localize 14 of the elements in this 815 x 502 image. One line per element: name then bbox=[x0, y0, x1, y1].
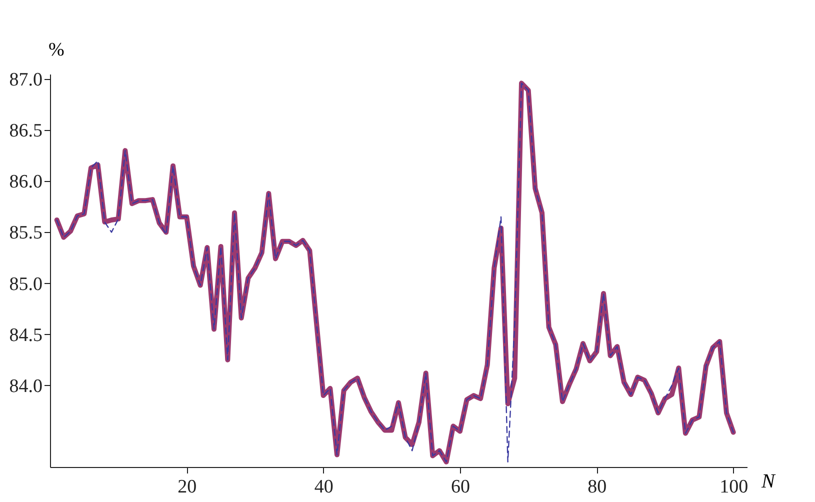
y-tick-label: 84.0 bbox=[9, 376, 42, 397]
x-axis-title: N bbox=[760, 470, 776, 492]
y-tick-label: 86.5 bbox=[9, 120, 42, 142]
x-tick-label: 80 bbox=[588, 476, 607, 498]
y-axis-title: % bbox=[48, 40, 64, 60]
x-tick-label: 40 bbox=[314, 476, 334, 498]
x-tick-label: 60 bbox=[451, 476, 470, 498]
x-tick-label: 20 bbox=[178, 476, 197, 498]
y-tick-label: 84.5 bbox=[9, 324, 42, 346]
y-tick-label: 86.0 bbox=[9, 172, 42, 193]
y-tick-label: 85.0 bbox=[9, 274, 42, 295]
y-tick-label: 87.0 bbox=[9, 70, 42, 91]
x-tick-label: 100 bbox=[720, 476, 748, 498]
y-tick-label: 85.5 bbox=[9, 222, 42, 244]
